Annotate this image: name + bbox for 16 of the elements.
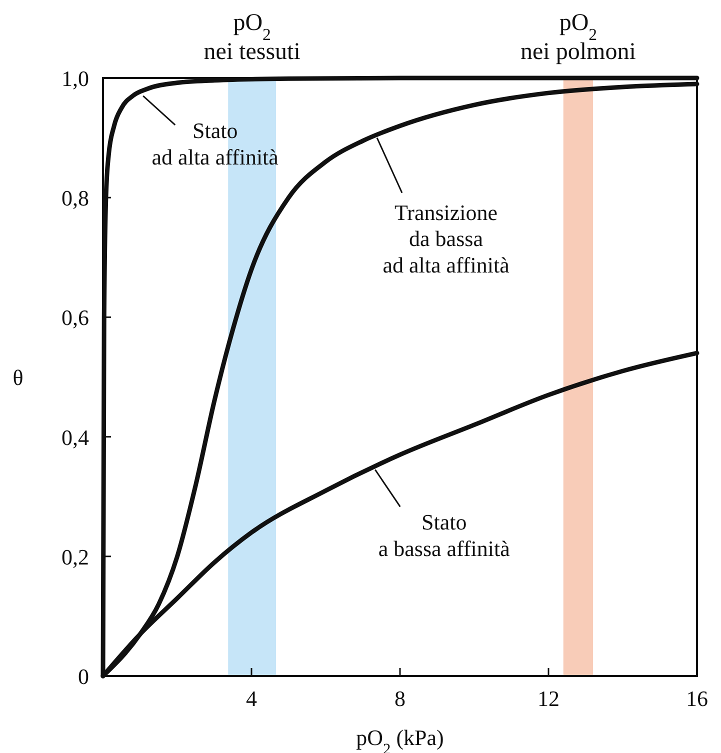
- y-tick-label: 1,0: [62, 66, 89, 91]
- y-axis-title: θ: [12, 365, 24, 390]
- x-tick-label: 8: [394, 686, 406, 711]
- annotation: Transizione da bassa ad alta affinità: [382, 200, 510, 278]
- x-tick-label: 12: [538, 686, 560, 711]
- x-tick-label: 16: [686, 686, 708, 711]
- y-tick-label: 0,8: [62, 186, 89, 211]
- band-label: pO$_{2}$ nei polmoni: [520, 10, 636, 65]
- annotation: Stato a bassa affinità: [378, 510, 510, 562]
- x-tick-label: 4: [246, 686, 257, 711]
- y-tick-label: 0: [78, 664, 89, 689]
- band-label: pO$_{2}$ nei tessuti: [204, 10, 301, 65]
- annotation: Stato ad alta affinità: [152, 118, 279, 170]
- y-tick-label: 0,6: [62, 305, 89, 330]
- y-tick-label: 0,4: [62, 424, 89, 450]
- y-tick-label: 0,2: [62, 544, 89, 570]
